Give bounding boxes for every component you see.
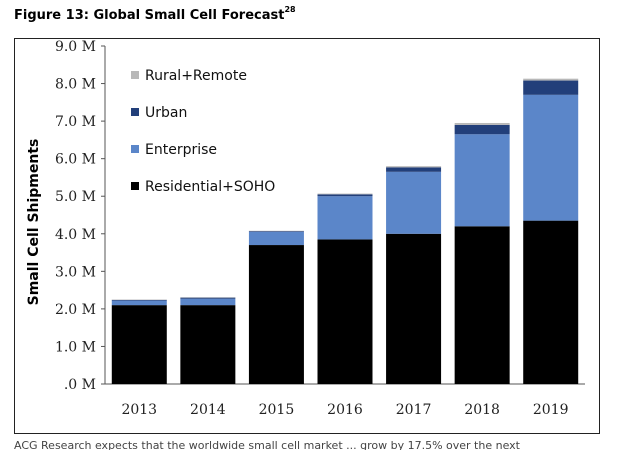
bar-enterprise: [386, 171, 442, 234]
bar-urban: [317, 194, 373, 197]
legend: Rural+Remote Urban Enterprise Residential+S…: [131, 68, 275, 195]
bar-residential-soho: [386, 233, 442, 384]
bar-residential-soho: [111, 305, 167, 384]
x-tick-label: 2015: [259, 402, 295, 418]
bar-urban: [111, 299, 167, 301]
bar-residential-soho: [523, 220, 579, 384]
y-tick-label: 7.0 M: [55, 114, 96, 130]
y-axis-title: Small Cell Shipments: [26, 139, 42, 306]
body-text-fragment: ACG Research expects that the worldwide …: [14, 439, 520, 450]
stacked-bar-chart: .0 M 1.0 M 2.0 M 3.0 M 4.0 M 5.0 M 6.0 M 7.0 M 8…: [26, 39, 585, 418]
footnote-reference: 28: [284, 5, 296, 14]
bar-enterprise: [317, 196, 373, 240]
y-tick-label: 1.0 M: [55, 339, 96, 355]
x-tick-label: 2013: [121, 402, 157, 418]
figure-title-text: Figure 13: Global Small Cell Forecast: [14, 8, 285, 23]
bar-rural-remote: [386, 166, 442, 168]
bar-urban: [454, 124, 510, 135]
y-tick-label: 6.0 M: [55, 152, 96, 168]
y-tick-label: .0 M: [64, 377, 96, 393]
x-tick-label: 2016: [327, 402, 363, 418]
bar-residential-soho: [317, 239, 373, 384]
legend-swatch-residential-soho: [131, 182, 139, 190]
legend-label-residential-soho: Residential+SOHO: [145, 179, 275, 195]
bar-enterprise: [248, 231, 304, 246]
bar-residential-soho: [248, 245, 304, 384]
x-tick-label: 2018: [464, 402, 500, 418]
legend-swatch-rural-remote: [131, 71, 139, 79]
legend-label-rural-remote: Rural+Remote: [145, 68, 247, 84]
chart-frame: [14, 38, 600, 434]
y-tick-label: 2.0 M: [55, 302, 96, 318]
bar-urban: [523, 80, 579, 95]
bar-enterprise: [454, 134, 510, 227]
x-tick-label: 2017: [396, 402, 432, 418]
bars: [111, 78, 579, 384]
bar-rural-remote: [523, 78, 579, 81]
x-axis: 2013 2014 2015 2016 2017 2018 2019: [105, 383, 585, 418]
bar-enterprise: [523, 94, 579, 221]
bar-urban: [248, 231, 304, 232]
x-tick-label: 2019: [533, 402, 569, 418]
y-tick-label: 8.0 M: [55, 77, 96, 93]
y-tick-label: 4.0 M: [55, 227, 96, 243]
bar-enterprise: [111, 300, 167, 306]
legend-swatch-enterprise: [131, 145, 139, 153]
x-tick-label: 2014: [190, 402, 226, 418]
legend-label-urban: Urban: [145, 105, 187, 121]
figure-title: Figure 13: Global Small Cell Forecast28: [14, 5, 296, 23]
legend-swatch-urban: [131, 108, 139, 116]
y-axis: .0 M 1.0 M 2.0 M 3.0 M 4.0 M 5.0 M 6.0 M 7.0 M 8…: [55, 39, 106, 393]
y-tick-label: 9.0 M: [55, 39, 96, 55]
bar-urban: [386, 167, 442, 172]
y-tick-label: 3.0 M: [55, 264, 96, 280]
bar-rural-remote: [317, 193, 373, 195]
bar-residential-soho: [454, 226, 510, 384]
bar-residential-soho: [180, 305, 236, 384]
legend-label-enterprise: Enterprise: [145, 142, 217, 158]
bar-urban: [180, 297, 236, 299]
y-tick-label: 5.0 M: [55, 189, 96, 205]
bar-rural-remote: [454, 122, 510, 125]
bar-enterprise: [180, 298, 236, 306]
